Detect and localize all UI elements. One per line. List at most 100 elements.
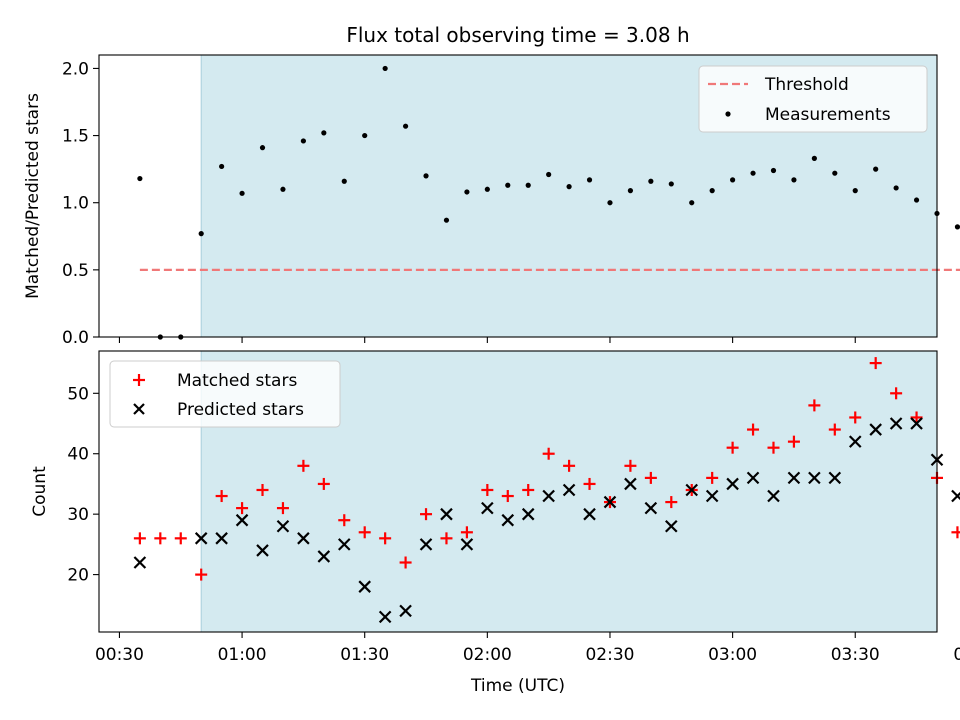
measurement-point [954, 224, 960, 230]
top-x-ticks [118, 337, 856, 343]
matched-star-point [787, 435, 800, 448]
y-tick-label: 50 [67, 384, 89, 404]
top-legend: Threshold Measurements [698, 65, 928, 133]
predicted-star-point [583, 507, 596, 521]
y-tick-label: 2.0 [62, 59, 89, 79]
matched-star-point [317, 477, 330, 490]
predicted-star-point [358, 580, 371, 593]
measurement-point [689, 200, 695, 206]
matched-star-point [767, 441, 780, 454]
measurement-point [811, 155, 817, 161]
measurement-point [730, 177, 736, 183]
matched-star-point [951, 526, 960, 539]
measurement-point [321, 130, 327, 136]
measurement-point [648, 178, 654, 184]
legend-matched-label: Matched stars [177, 371, 297, 391]
measurement-point [852, 188, 858, 194]
matched-star-point [583, 477, 596, 490]
matched-star-point [869, 357, 882, 370]
matched-star-point [276, 502, 289, 515]
measurement-point [239, 190, 245, 196]
measurement-point [300, 138, 306, 144]
predicted-star-point [399, 604, 412, 618]
matched-star-point [133, 532, 146, 545]
matched-star-point [379, 532, 392, 545]
matched-star-point [174, 532, 187, 545]
x-tick-label: 01:00 [218, 645, 267, 665]
x-tick-label: 02:30 [585, 645, 634, 665]
matched-star-point [910, 411, 923, 424]
legend-predicted-swatch [133, 403, 145, 415]
measurement-point [484, 186, 490, 192]
predicted-star-point [910, 417, 923, 430]
measurement-point [505, 182, 511, 188]
legend-matched-swatch [133, 374, 145, 386]
predicted-star-point [705, 489, 719, 503]
measurement-point [668, 181, 674, 187]
measurement-point [525, 182, 531, 188]
bottom-legend: Matched stars Predicted stars [109, 360, 341, 428]
matched-star-point [644, 471, 657, 484]
x-tick-label: 04:00 [953, 645, 960, 665]
predicted-star-point [419, 538, 433, 551]
measurement-point [137, 175, 143, 182]
matched-star-point [828, 423, 841, 436]
predicted-star-point [624, 477, 637, 491]
matched-star-point [215, 490, 228, 503]
measurement-point [464, 189, 470, 195]
matched-star-point [849, 411, 862, 424]
predicted-star-point [562, 483, 576, 497]
top-y-axis-label: Matched/Predicted stars [23, 93, 43, 299]
predicted-star-point [808, 471, 821, 485]
predicted-star-point [481, 501, 494, 515]
matched-star-point [297, 459, 310, 472]
predicted-star-point [440, 507, 453, 521]
measurement-point [423, 173, 429, 179]
matched-star-point [542, 447, 555, 460]
y-tick-label: 20 [67, 566, 89, 586]
matched-star-point [522, 483, 535, 496]
predicted-star-point [133, 556, 147, 569]
measurement-point [280, 186, 286, 192]
x-tick-label: 00:30 [95, 645, 144, 665]
matched-star-point [420, 508, 433, 521]
x-tick-label: 03:30 [831, 645, 880, 665]
matched-star-point [154, 532, 167, 545]
measurement-point [586, 177, 593, 183]
measurement-point [750, 170, 756, 176]
matched-star-point [747, 423, 760, 436]
predicted-star-point [215, 532, 228, 545]
predicted-star-point [501, 513, 515, 527]
measurement-point [198, 231, 204, 237]
measurement-point [362, 132, 368, 139]
measurement-point [546, 171, 552, 178]
matched-star-point [256, 483, 269, 496]
predicted-star-point [378, 610, 392, 624]
y-tick-label: 0.0 [62, 328, 89, 348]
predicted-star-point [665, 519, 678, 533]
matched-star-point [481, 483, 494, 496]
bottom-x-ticks: 00:30 01:00 01:30 02:00 02:30 03:00 03:30 04:00 [95, 632, 960, 665]
predicted-star-point [460, 538, 474, 551]
measurement-point [443, 217, 450, 223]
x-tick-label: 02:00 [463, 645, 512, 665]
predicted-star-point [848, 435, 862, 448]
measurement-point [913, 197, 920, 203]
predicted-star-point [194, 532, 208, 545]
matched-star-point [236, 502, 249, 515]
bottom-y-ticks: 20 30 40 50 [67, 384, 99, 586]
predicted-star-point [869, 423, 882, 436]
predicted-star-point [521, 507, 535, 521]
predicted-star-point [337, 538, 351, 551]
predicted-star-point [726, 477, 739, 491]
matched-star-point [808, 399, 821, 412]
predicted-star-point [297, 532, 310, 545]
predicted-star-point [317, 550, 331, 563]
matched-star-point [665, 496, 678, 509]
y-tick-label: 30 [67, 505, 89, 525]
chart-title: Flux total observing time = 3.08 h [346, 23, 689, 47]
measurement-point [770, 167, 777, 174]
measurement-point [382, 65, 388, 72]
